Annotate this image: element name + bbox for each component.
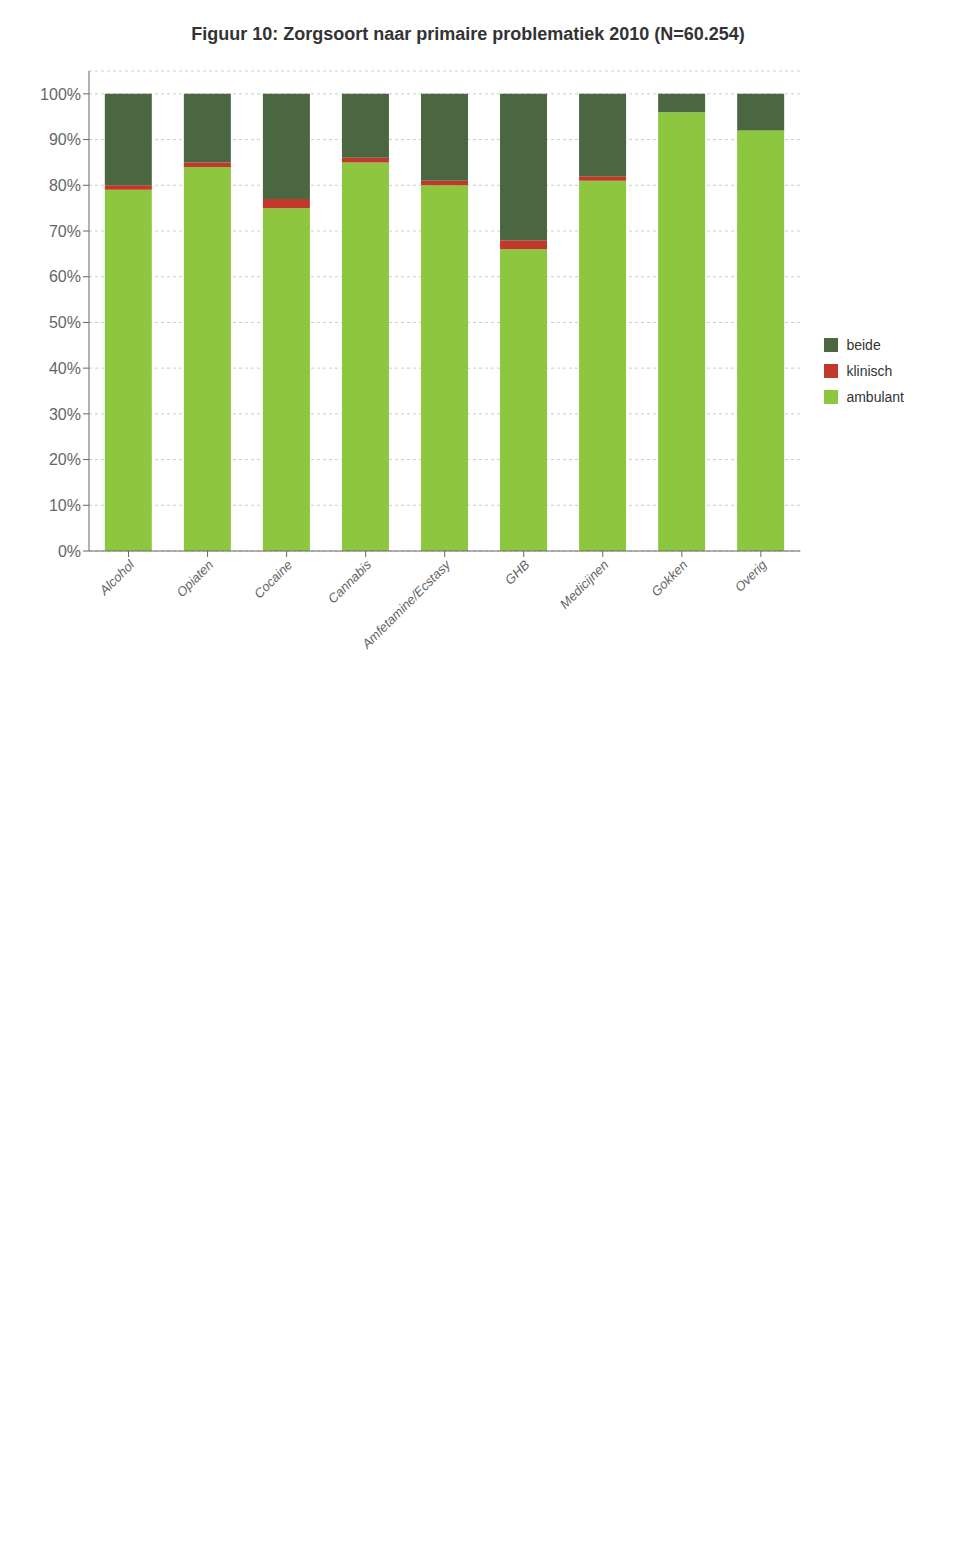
- svg-text:Cannabis: Cannabis: [325, 557, 375, 607]
- svg-text:100%: 100%: [40, 86, 81, 103]
- html-text:klinisch: klinisch: [846, 363, 893, 379]
- svg-text:80%: 80%: [49, 177, 81, 194]
- svg-text:Alcohol: Alcohol: [96, 556, 138, 598]
- svg-text:Medicijnen: Medicijnen: [557, 557, 612, 612]
- svg-text:20%: 20%: [49, 451, 81, 468]
- svg-text:GHB: GHB: [502, 557, 533, 588]
- svg-text:Cocaine: Cocaine: [251, 557, 295, 601]
- svg-text:30%: 30%: [49, 406, 81, 423]
- svg-text:Gokken: Gokken: [648, 557, 690, 599]
- svg-text:90%: 90%: [49, 131, 81, 148]
- svg-text:Opiaten: Opiaten: [173, 557, 216, 600]
- svg-text:Overig: Overig: [732, 557, 770, 595]
- svg-text:40%: 40%: [49, 360, 81, 377]
- svg-text:Amfetamine/Ecstasy: Amfetamine/Ecstasy: [358, 556, 454, 652]
- svg-text:0%: 0%: [58, 543, 81, 560]
- svg-text:60%: 60%: [49, 268, 81, 285]
- svg-text:10%: 10%: [49, 497, 81, 514]
- svg-text:70%: 70%: [49, 223, 81, 240]
- html-text:Figuur 10: Zorgsoort naar prim: Figuur 10: Zorgsoort naar primaire probl…: [191, 24, 745, 44]
- html-text:ambulant: ambulant: [846, 389, 904, 405]
- svg-text:50%: 50%: [49, 314, 81, 331]
- html-text:beide: beide: [846, 337, 881, 353]
